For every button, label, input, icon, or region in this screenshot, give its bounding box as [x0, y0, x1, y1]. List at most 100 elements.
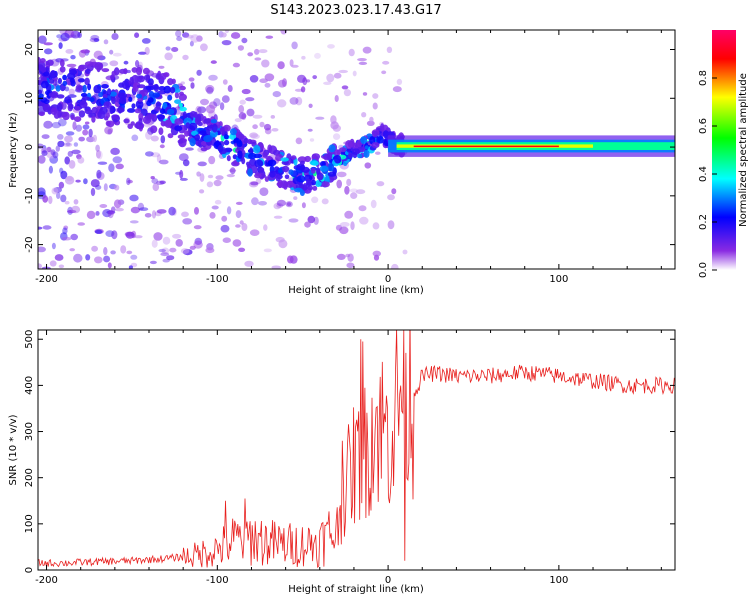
spectrogram-cell-467	[226, 206, 232, 215]
spectrogram-cell-143	[78, 136, 85, 142]
spectrogram-cell-1148	[87, 83, 92, 91]
spectrogram-cell-42	[150, 176, 155, 180]
spectrogram-cell-51	[307, 128, 313, 132]
spectrogram-cell-64	[38, 35, 47, 44]
spectrogram-cell-285	[205, 104, 216, 114]
spectrogram-cell-455	[402, 249, 408, 255]
spectrogram-cell-424	[254, 48, 260, 55]
spectrogram-cell-1162	[372, 130, 378, 138]
spectrogram-cell-1226	[253, 144, 261, 154]
spectrogram-cell-220	[77, 222, 85, 226]
spectrogram-cell-992	[98, 91, 104, 98]
spectrogram-cell-618	[101, 68, 110, 73]
spectrogram-cell-1001	[265, 155, 273, 161]
spectrogram-cell-1081	[183, 117, 193, 127]
spectrogram-cell-384	[168, 206, 176, 216]
spectrogram-cell-1214	[195, 114, 202, 123]
spectrogram-cell-1011	[118, 92, 127, 99]
spectrogram-cell-226	[249, 75, 259, 83]
spectrogram-cell-167	[355, 189, 366, 195]
spectrogram-cell-236	[86, 210, 96, 220]
spectrogram-cell-628	[177, 134, 186, 139]
spectrogram-cell-110	[64, 135, 73, 143]
spectrogram-cell-468	[372, 93, 379, 99]
spectrogram-cell-69	[152, 183, 160, 192]
spectrogram-cell-443	[234, 118, 242, 123]
spectrogram-cell-526	[372, 250, 381, 257]
spectrogram-cell-759	[167, 133, 174, 139]
spectrogram-cell-1216	[352, 152, 358, 159]
spectrogram-cell-1	[104, 126, 113, 135]
spectrogram-cell-639	[163, 85, 172, 94]
spectrogram-cell-345	[93, 38, 100, 42]
spectrogram-cell-218	[264, 82, 271, 88]
spectrogram-cell-189	[213, 179, 222, 187]
spectrogram-cell-648	[78, 110, 86, 118]
spectrogram-cell-192	[62, 227, 68, 235]
spectrogram-cell-501	[196, 69, 202, 76]
spectrogram-cell-138	[206, 181, 214, 188]
spectrogram-cell-497	[333, 133, 341, 141]
colorbar-tick-label-1: 0.2	[698, 214, 709, 230]
spectrogram-cell-39	[64, 200, 70, 205]
spectrogram-cell-333	[347, 253, 354, 262]
spectrogram-cell-296	[391, 263, 399, 269]
spectrogram-cell-1197	[164, 119, 172, 128]
spectrogram-cell-186	[215, 175, 224, 180]
spectrogram-cell-370	[68, 160, 76, 169]
spectrogram-cell-26	[359, 216, 369, 225]
spectrogram-cell-235	[396, 78, 403, 85]
spectrogram-cell-974	[247, 139, 253, 145]
spectrogram-cell-1187	[363, 149, 370, 158]
spectrogram-cell-1203	[45, 60, 50, 66]
spectrogram-cell-531	[58, 181, 65, 189]
spectrogram-cell-1222	[185, 122, 190, 129]
y-tick-label-2: 200	[24, 468, 35, 487]
spectrogram-cell-349	[73, 199, 79, 205]
spectrogram-cell-1138	[82, 84, 87, 93]
spectrogram-cell-328	[129, 194, 139, 202]
spectrogram-cell-298	[128, 265, 133, 269]
spectrogram-cell-1012	[97, 110, 106, 119]
spectrogram-cell-1078	[38, 93, 44, 99]
x-tick-label-0: -200	[35, 274, 58, 285]
spectrogram-cell-1061	[55, 85, 61, 92]
spectrogram-cell-55	[197, 161, 207, 167]
spectrogram-cell-131	[112, 156, 123, 164]
spectrogram-cell-79	[85, 254, 91, 261]
spectrogram-cell-151	[277, 61, 285, 70]
spectrogram-cell-84	[108, 163, 115, 173]
spectrogram-cell-52	[175, 239, 183, 247]
spectrogram-cell-277	[159, 180, 166, 185]
spectrogram-cell-713	[167, 94, 173, 101]
spectrogram-cell-336	[349, 188, 359, 193]
x-tick-label-1: -100	[206, 274, 229, 285]
spectrogram-cell-533	[346, 178, 352, 187]
snr-ylabel: SNR (10 * v/v)	[8, 414, 19, 485]
spectrogram-cell-544	[57, 140, 65, 148]
spectrogram-cell-330	[277, 99, 287, 108]
spectrogram-cell-112	[364, 162, 372, 169]
spectrogram-cell-184	[46, 146, 52, 153]
spectrogram-cell-205	[49, 260, 57, 267]
spectrogram-cell-1237	[294, 187, 303, 193]
spectrogram-cell-509	[221, 40, 232, 46]
spectrogram-cell-181	[339, 222, 350, 227]
spectrogram-cell-340	[103, 39, 109, 45]
y-tick-label-1: -10	[24, 188, 35, 204]
spectrogram-cell-966	[56, 94, 65, 99]
spectrogram-cell-46	[86, 136, 95, 143]
spectrogram-cell-449	[348, 48, 355, 57]
spectrogram-cell-1242	[121, 80, 130, 89]
spectrogram-cell-324	[41, 150, 48, 157]
spectrogram-cell-997	[106, 120, 115, 128]
spectrogram-cell-264	[60, 170, 68, 180]
spectrogram-cell-339	[230, 32, 241, 39]
spectrogram-cell-120	[336, 179, 343, 189]
spectrogram-cell-539	[239, 220, 244, 225]
spectrogram-cell-1017	[69, 77, 75, 83]
x-tick-label-1: -100	[206, 575, 229, 586]
spectrogram-cell-137	[228, 169, 237, 173]
spectrogram-cell-146	[387, 220, 395, 230]
spectrogram-cell-1246	[306, 178, 312, 187]
